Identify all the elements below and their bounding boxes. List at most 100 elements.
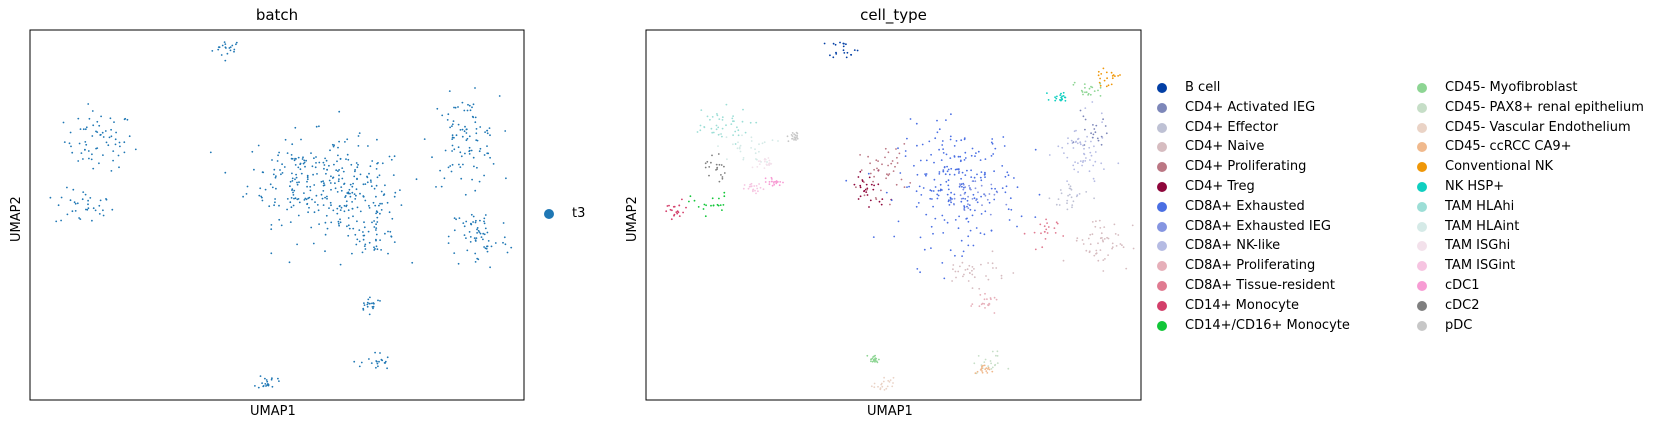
scatter-point [975, 227, 978, 229]
scatter-point [963, 273, 965, 276]
scatter-point [880, 382, 883, 385]
scatter-point [451, 150, 453, 152]
scatter-point [306, 174, 309, 177]
scatter-point [494, 242, 497, 244]
scatter-point [883, 389, 886, 391]
scatter-point [326, 169, 328, 171]
scatter-point [980, 171, 983, 174]
scatter-point [306, 176, 309, 179]
scatter-point [1088, 146, 1091, 149]
scatter-point [722, 204, 725, 206]
scatter-point [942, 170, 945, 173]
scatter-point [353, 193, 356, 196]
scatter-point [451, 144, 454, 147]
scatter-point [329, 182, 332, 184]
scatter-point [939, 183, 942, 186]
scatter-point [873, 355, 875, 358]
cell-type-panel-title: cell_type [860, 6, 927, 24]
scatter-point [393, 241, 396, 244]
legend-label: CD8A+ NK-like [1185, 238, 1281, 254]
scatter-point [960, 139, 963, 142]
scatter-point [381, 162, 384, 165]
scatter-point [265, 385, 267, 387]
scatter-point [88, 117, 91, 120]
scatter-point [460, 155, 463, 158]
scatter-point [373, 249, 376, 251]
scatter-point [733, 120, 735, 123]
scatter-point [309, 189, 312, 192]
scatter-point [1060, 192, 1063, 195]
scatter-point [1072, 141, 1075, 144]
scatter-point [79, 128, 82, 131]
scatter-point [737, 129, 740, 132]
scatter-point [709, 118, 711, 121]
scatter-point [483, 217, 486, 220]
scatter-point [890, 199, 893, 202]
scatter-point [447, 113, 450, 116]
scatter-point [375, 366, 377, 369]
scatter-point [371, 302, 373, 305]
scatter-point [932, 205, 934, 208]
scatter-point [366, 305, 369, 308]
scatter-point [89, 197, 92, 199]
scatter-point [937, 194, 940, 197]
scatter-point [324, 221, 327, 224]
scatter-point [326, 195, 328, 198]
scatter-point [1097, 242, 1099, 245]
scatter-point [459, 166, 462, 169]
scatter-point [362, 195, 365, 198]
scatter-point [974, 180, 977, 183]
scatter-point [961, 255, 963, 257]
scatter-point [886, 173, 888, 176]
scatter-point [1084, 91, 1086, 94]
scatter-point [224, 171, 227, 174]
scatter-point [976, 370, 979, 373]
scatter-point [1043, 225, 1046, 228]
scatter-point [341, 177, 344, 180]
scatter-point [1085, 91, 1088, 94]
scatter-point [685, 206, 687, 209]
scatter-point [857, 198, 860, 200]
scatter-point [123, 151, 126, 154]
scatter-point [936, 193, 939, 196]
scatter-point [941, 140, 944, 142]
scatter-point [1061, 95, 1063, 98]
scatter-point [964, 269, 967, 271]
scatter-point [958, 172, 960, 174]
scatter-point [1003, 145, 1006, 147]
scatter-point [386, 201, 389, 204]
scatter-point [969, 208, 972, 211]
scatter-point [82, 191, 85, 194]
scatter-point [865, 183, 868, 186]
scatter-point [1045, 218, 1047, 221]
scatter-point [460, 177, 463, 180]
scatter-point [278, 204, 280, 207]
scatter-point [881, 163, 883, 166]
scatter-point [897, 220, 900, 223]
scatter-point [486, 129, 488, 132]
scatter-point [1066, 202, 1068, 205]
scatter-point [991, 142, 994, 145]
scatter-point [889, 203, 891, 206]
scatter-point [1006, 171, 1009, 174]
scatter-point [315, 162, 317, 164]
scatter-point [990, 155, 993, 157]
scatter-point [490, 245, 493, 248]
scatter-point [953, 193, 956, 196]
legend-label: CD4+ Treg [1185, 179, 1255, 194]
scatter-point [946, 193, 949, 196]
scatter-point [771, 180, 773, 183]
scatter-point [295, 158, 297, 160]
scatter-point [919, 159, 922, 162]
scatter-point [715, 169, 717, 171]
scatter-point [881, 198, 884, 201]
legend-label: CD8A+ Exhausted [1185, 198, 1305, 214]
scatter-point [273, 204, 275, 207]
legend-marker [1157, 102, 1167, 113]
scatter-point [504, 243, 507, 246]
scatter-point [340, 206, 343, 209]
scatter-point [870, 358, 872, 361]
scatter-point [915, 190, 918, 193]
scatter-point [1070, 196, 1073, 199]
scatter-point [1093, 128, 1096, 130]
